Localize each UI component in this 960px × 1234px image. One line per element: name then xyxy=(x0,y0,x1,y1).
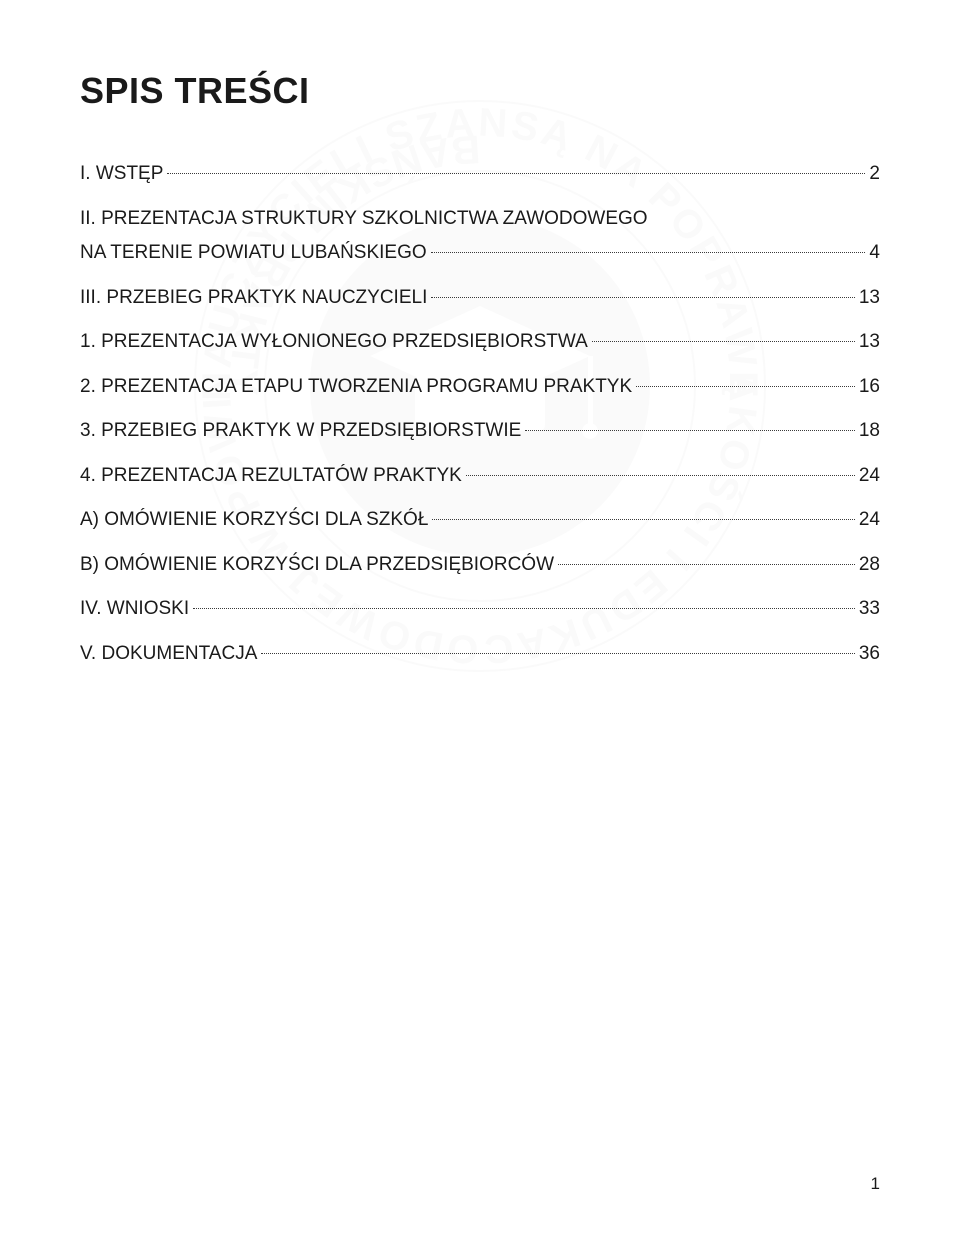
table-of-contents: I. WSTĘP 2 II. PREZENTACJA STRUKTURY SZK… xyxy=(80,160,880,668)
toc-leader xyxy=(592,341,855,342)
toc-entry: V. DOKUMENTACJA 36 xyxy=(80,640,880,669)
toc-entry: IV. WNIOSKI 33 xyxy=(80,595,880,624)
toc-entry: 1. PREZENTACJA WYŁONIONEGO PRZEDSIĘBIORS… xyxy=(80,328,880,357)
toc-page: 4 xyxy=(869,239,880,268)
page-number: 1 xyxy=(871,1174,880,1194)
toc-entry: A) OMÓWIENIE KORZYŚCI DLA SZKÓŁ 24 xyxy=(80,506,880,535)
toc-page: 18 xyxy=(859,417,880,446)
toc-page: 16 xyxy=(859,373,880,402)
toc-page: 2 xyxy=(869,160,880,189)
toc-label: 1. PREZENTACJA WYŁONIONEGO PRZEDSIĘBIORS… xyxy=(80,328,588,357)
toc-label: II. PREZENTACJA STRUKTURY SZKOLNICTWA ZA… xyxy=(80,205,648,234)
toc-leader xyxy=(432,519,854,520)
toc-entry: III. PRZEBIEG PRAKTYK NAUCZYCIELI 13 xyxy=(80,284,880,313)
toc-leader xyxy=(431,297,855,298)
toc-leader xyxy=(193,608,855,609)
toc-label: III. PRZEBIEG PRAKTYK NAUCZYCIELI xyxy=(80,284,427,313)
toc-entry: 2. PREZENTACJA ETAPU TWORZENIA PROGRAMU … xyxy=(80,373,880,402)
toc-leader xyxy=(636,386,855,387)
toc-page: 24 xyxy=(859,506,880,535)
toc-leader xyxy=(261,653,854,654)
toc-entry: 4. PREZENTACJA REZULTATÓW PRAKTYK 24 xyxy=(80,462,880,491)
toc-page: 13 xyxy=(859,284,880,313)
toc-label: 4. PREZENTACJA REZULTATÓW PRAKTYK xyxy=(80,462,462,491)
page-title: SPIS TREŚCI xyxy=(80,70,880,112)
toc-leader xyxy=(167,173,865,174)
toc-entry-continuation: NA TERENIE POWIATU LUBAŃSKIEGO 4 xyxy=(80,239,880,268)
toc-page: 28 xyxy=(859,551,880,580)
toc-entry: B) OMÓWIENIE KORZYŚCI DLA PRZEDSIĘBIORCÓ… xyxy=(80,551,880,580)
toc-leader xyxy=(466,475,855,476)
toc-label: B) OMÓWIENIE KORZYŚCI DLA PRZEDSIĘBIORCÓ… xyxy=(80,551,554,580)
toc-entry: 3. PRZEBIEG PRAKTYK W PRZEDSIĘBIORSTWIE … xyxy=(80,417,880,446)
toc-entry: I. WSTĘP 2 xyxy=(80,160,880,189)
toc-label: V. DOKUMENTACJA xyxy=(80,640,257,669)
toc-leader xyxy=(431,252,866,253)
toc-page: 33 xyxy=(859,595,880,624)
toc-page: 13 xyxy=(859,328,880,357)
page-content: SPIS TREŚCI I. WSTĘP 2 II. PREZENTACJA S… xyxy=(80,70,880,668)
toc-label: 2. PREZENTACJA ETAPU TWORZENIA PROGRAMU … xyxy=(80,373,632,402)
toc-entry: II. PREZENTACJA STRUKTURY SZKOLNICTWA ZA… xyxy=(80,205,880,234)
toc-label: A) OMÓWIENIE KORZYŚCI DLA SZKÓŁ xyxy=(80,506,428,535)
toc-page: 36 xyxy=(859,640,880,669)
toc-label: NA TERENIE POWIATU LUBAŃSKIEGO xyxy=(80,239,427,268)
toc-leader xyxy=(525,430,855,431)
toc-label: I. WSTĘP xyxy=(80,160,163,189)
toc-page: 24 xyxy=(859,462,880,491)
toc-leader xyxy=(558,564,855,565)
toc-label: 3. PRZEBIEG PRAKTYK W PRZEDSIĘBIORSTWIE xyxy=(80,417,521,446)
toc-label: IV. WNIOSKI xyxy=(80,595,189,624)
